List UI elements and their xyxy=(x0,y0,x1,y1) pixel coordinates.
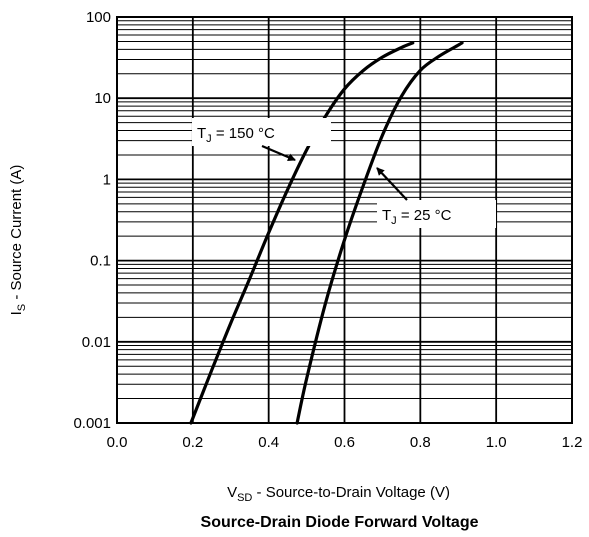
x-tick-label: 0.4 xyxy=(258,434,279,451)
y-tick-label: 0.001 xyxy=(73,415,111,432)
annotation-150c: TJ = 150 °C xyxy=(192,118,331,162)
y-tick-label: 1 xyxy=(103,171,111,188)
series-label: TJ = 25 °C xyxy=(382,207,452,227)
y-tick-label: 10 xyxy=(94,90,111,107)
plot-frame xyxy=(116,16,573,424)
x-tick-label: 0.0 xyxy=(107,434,128,451)
chart-title: Source-Drain Diode Forward Voltage xyxy=(201,514,479,531)
y-tick-label: 0.01 xyxy=(82,334,111,351)
series-line-25c xyxy=(295,41,464,425)
series-label: TJ = 150 °C xyxy=(197,125,275,145)
series xyxy=(189,41,464,425)
annotation-arrow xyxy=(376,167,408,201)
y-axis-label: IS - Source Current (A) xyxy=(8,165,28,316)
x-tick-label: 0.2 xyxy=(182,434,203,451)
x-tick-label: 0.8 xyxy=(410,434,431,451)
x-axis-label: VSD - Source-to-Drain Voltage (V) xyxy=(227,484,450,504)
y-tick-label: 0.1 xyxy=(90,253,111,270)
annotation-25c: TJ = 25 °C xyxy=(376,167,496,228)
x-tick-label: 1.0 xyxy=(486,434,507,451)
tick-labels: 0.0 0.2 0.4 0.6 0.8 1.0 1.2 0.001 0.01 0.1 1 10 100 xyxy=(73,9,582,451)
series-line-150c xyxy=(189,41,415,425)
x-tick-label: 1.2 xyxy=(562,434,583,451)
annotation-arrow xyxy=(261,144,296,162)
y-tick-label: 100 xyxy=(86,9,111,26)
annotations: TJ = 150 °C TJ = 25 °C xyxy=(192,118,496,228)
x-tick-label: 0.6 xyxy=(334,434,355,451)
grid xyxy=(116,17,573,424)
